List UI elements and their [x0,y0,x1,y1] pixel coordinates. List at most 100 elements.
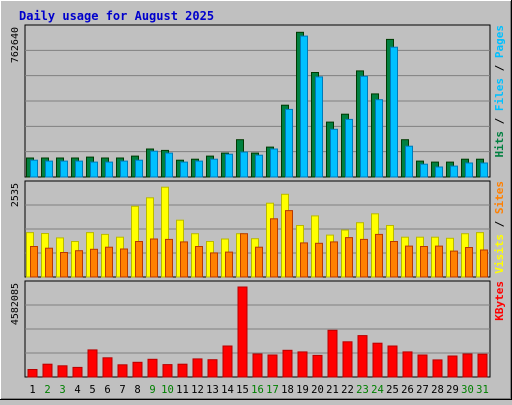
x-tick-label-day-17: 17 [266,384,279,396]
bar-kbytes-day-22 [342,341,353,378]
bar-files-day-20 [315,76,323,178]
legend-separator: / [493,58,506,78]
x-tick-label-day-8: 8 [134,384,140,396]
x-tick-label-day-5: 5 [89,384,95,396]
bar-files-day-27 [420,163,428,178]
bar-files-day-10 [165,152,173,178]
bar-sites-day-23 [360,238,368,278]
bar-sites-day-16 [255,246,263,278]
bar-kbytes-day-5 [87,349,98,378]
x-tick-label-day-3: 3 [59,384,65,396]
x-tick-label-day-27: 27 [416,384,429,396]
x-tick-label-day-20: 20 [311,384,324,396]
bar-kbytes-day-15 [237,286,248,378]
x-tick-label-day-22: 22 [341,384,354,396]
legend-hits-files: Hits / Files / Pages [493,25,506,158]
bar-files-day-15 [240,151,248,178]
bar-files-day-29 [450,165,458,178]
bar-files-day-30 [465,162,473,178]
x-tick-label-day-21: 21 [326,384,339,396]
x-tick-label-day-1: 1 [29,384,35,396]
bar-kbytes-day-10 [162,364,173,378]
bar-kbytes-day-17 [267,354,278,378]
panel-kbytes: 4582085 KBytes [10,280,506,378]
bar-files-day-4 [75,160,83,178]
bar-files-day-22 [345,118,353,178]
bar-sites-day-28 [435,245,443,278]
bar-sites-day-11 [180,241,188,278]
bar-sites-day-1 [30,246,38,278]
bar-kbytes-day-25 [387,345,398,378]
bar-sites-day-4 [75,250,83,278]
bar-files-day-23 [360,75,368,178]
bar-kbytes-day-26 [402,351,413,378]
bar-sites-day-15 [240,233,248,278]
bar-sites-day-24 [375,233,383,278]
bar-kbytes-day-19 [297,351,308,378]
panel-hits-files: 762640 Hits / Files / Pages [10,24,506,178]
legend-visits-sites: Visits / Sites [493,181,506,274]
x-tick-label-day-15: 15 [236,384,249,396]
bar-sites-day-13 [210,252,218,278]
x-axis-labels: 1 2 3 4 5 6 7 8 9 10 11 12 13 14 15 16 17 18 19 20 21 22 23 24 2… [29,384,488,396]
x-tick-label-day-13: 13 [206,384,219,396]
legend-kbytes: KBytes [493,281,506,321]
bar-sites-day-26 [405,245,413,278]
x-tick-label-day-12: 12 [191,384,204,396]
bar-files-day-8 [135,159,143,178]
bar-sites-day-18 [285,210,293,278]
x-tick-label-day-18: 18 [281,384,294,396]
legend-separator: / [493,214,506,234]
bar-files-day-17 [270,148,278,178]
x-tick-label-day-25: 25 [386,384,399,396]
x-tick-label-day-6: 6 [104,384,110,396]
bar-files-day-5 [90,161,98,178]
legend-item-hits: Hits [493,131,506,158]
bar-kbytes-day-28 [432,359,443,378]
bar-files-day-28 [435,166,443,178]
legend-item-files: Files [493,78,506,111]
bar-files-day-7 [120,160,128,178]
bar-kbytes-day-8 [132,361,143,378]
bar-kbytes-day-2 [42,363,53,378]
bar-files-day-26 [405,145,413,178]
bar-files-day-14 [225,153,233,178]
x-tick-label-day-23: 23 [356,384,369,396]
bar-kbytes-day-14 [222,345,233,378]
legend-item-visits: Visits [493,234,506,274]
x-tick-label-day-30: 30 [461,384,474,396]
bar-kbytes-day-16 [252,353,263,378]
x-tick-label-day-14: 14 [221,384,234,396]
bar-files-day-6 [105,161,113,178]
x-tick-label-day-31: 31 [476,384,489,396]
bar-files-day-24 [375,99,383,178]
x-tick-label-day-4: 4 [74,384,80,396]
max-label-hits-files: 762640 [10,27,21,63]
bar-kbytes-day-31 [477,353,488,378]
x-tick-label-day-19: 19 [296,384,309,396]
bar-sites-day-7 [120,248,128,278]
bar-sites-day-17 [270,218,278,278]
x-tick-label-day-2: 2 [44,384,50,396]
bar-sites-day-31 [480,249,488,278]
bar-sites-day-3 [60,252,68,278]
bar-sites-day-5 [90,248,98,278]
bar-sites-day-25 [390,241,398,278]
x-tick-label-day-24: 24 [371,384,384,396]
bar-files-day-1 [30,159,38,178]
legend-item-pages: Pages [493,25,506,58]
x-tick-label-day-26: 26 [401,384,414,396]
bar-files-day-19 [300,35,308,178]
bar-sites-day-20 [315,242,323,278]
x-tick-label-day-16: 16 [251,384,264,396]
bar-sites-day-30 [465,247,473,278]
bar-kbytes-day-23 [357,335,368,378]
bar-files-day-21 [330,128,338,178]
panel-visits-sites: 2535 Visits / Sites [10,180,506,278]
legend-item-sites: Sites [493,181,506,214]
bar-sites-day-8 [135,241,143,278]
bar-kbytes-day-7 [117,364,128,378]
bar-kbytes-day-21 [327,329,338,378]
